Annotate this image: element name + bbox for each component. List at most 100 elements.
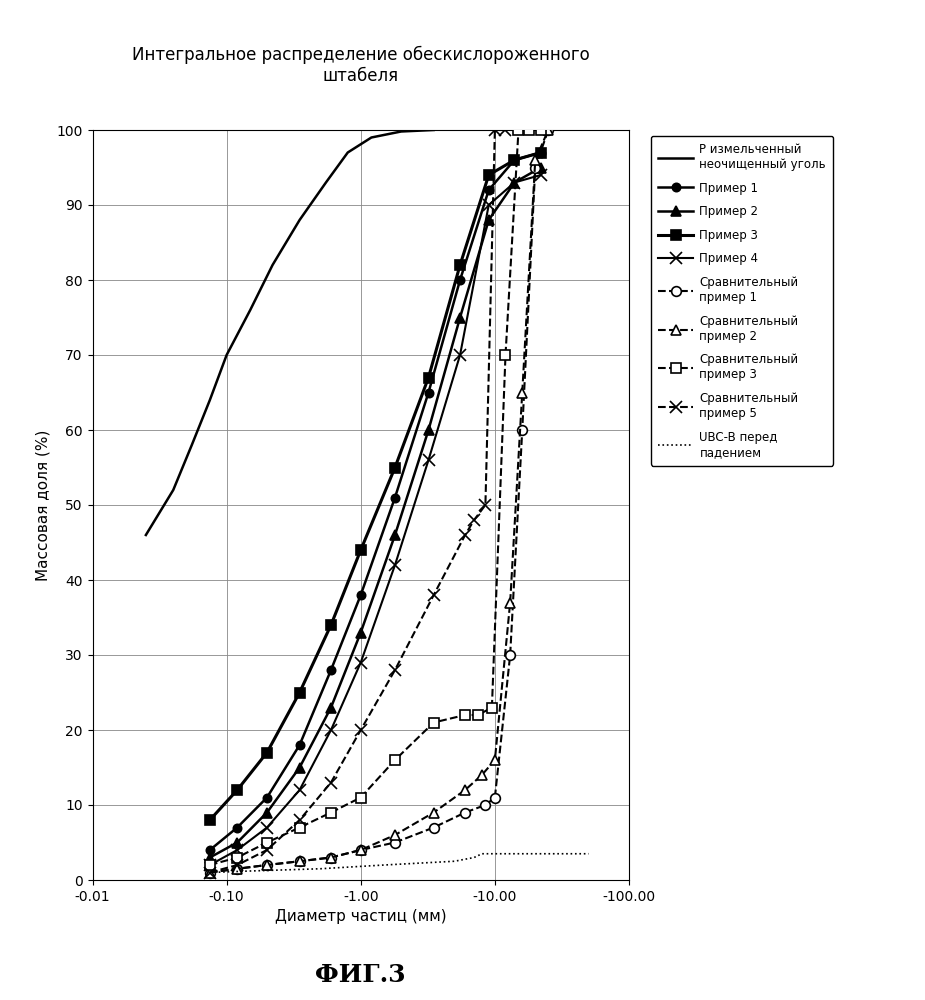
- Сравнительный
пример 3: [355, 792, 366, 804]
- Сравнительный
пример 1: [543, 124, 554, 136]
- Пример 1: [483, 184, 494, 196]
- Пример 2: [454, 312, 465, 324]
- Y-axis label: Массовая доля (%): Массовая доля (%): [36, 429, 51, 581]
- Р измельченный
неочищенный уголь: [186, 439, 197, 451]
- Сравнительный
пример 3: [262, 836, 273, 848]
- Пример 2: [262, 806, 273, 818]
- Сравнительный
пример 3: [294, 822, 305, 834]
- Сравнительный
пример 1: [355, 844, 366, 856]
- Пример 3: [355, 544, 366, 556]
- Пример 3: [204, 814, 216, 826]
- Сравнительный
пример 1: [530, 161, 541, 174]
- Р измельченный
неочищенный уголь: [320, 176, 331, 188]
- Пример 1: [326, 664, 337, 676]
- Line: UBC-B перед
падением: UBC-B перед падением: [210, 854, 588, 872]
- Сравнительный
пример 5: [460, 529, 471, 541]
- Line: Р измельченный
неочищенный уголь: Р измельченный неочищенный уголь: [146, 130, 434, 535]
- Пример 3: [231, 784, 242, 796]
- Р измельченный
неочищенный уголь: [428, 124, 439, 136]
- Сравнительный
пример 3: [500, 349, 511, 361]
- Сравнительный
пример 3: [326, 806, 337, 818]
- Пример 1: [454, 274, 465, 286]
- Пример 2: [483, 214, 494, 226]
- Пример 1: [294, 739, 305, 751]
- Р измельченный
неочищенный уголь: [365, 131, 376, 143]
- Сравнительный
пример 1: [428, 822, 439, 834]
- Сравнительный
пример 5: [294, 814, 305, 826]
- UBC-B перед
падением: [379, 859, 390, 871]
- UBC-B перед
падением: [204, 866, 216, 879]
- Сравнительный
пример 3: [513, 124, 524, 136]
- Сравнительный
пример 5: [489, 124, 500, 136]
- Line: Пример 2: Пример 2: [205, 163, 546, 862]
- Пример 3: [483, 169, 494, 181]
- Пример 4: [231, 844, 242, 856]
- Сравнительный
пример 1: [262, 859, 273, 871]
- Сравнительный
пример 1: [204, 866, 216, 879]
- Сравнительный
пример 2: [460, 784, 471, 796]
- Сравнительный
пример 2: [355, 844, 366, 856]
- Сравнительный
пример 2: [294, 855, 305, 867]
- Р измельченный
неочищенный уголь: [342, 146, 353, 158]
- Пример 3: [262, 746, 273, 758]
- Пример 2: [294, 762, 305, 774]
- Сравнительный
пример 2: [530, 154, 541, 166]
- Пример 2: [231, 836, 242, 848]
- Сравнительный
пример 2: [505, 596, 516, 608]
- Пример 1: [536, 146, 547, 158]
- Сравнительный
пример 3: [460, 709, 471, 721]
- Сравнительный
пример 3: [536, 124, 547, 136]
- Пример 4: [423, 454, 434, 466]
- Сравнительный
пример 3: [428, 716, 439, 728]
- Text: Интегральное распределение обескислороженного
штабеля: Интегральное распределение обескислороже…: [132, 46, 589, 85]
- Пример 4: [389, 559, 401, 571]
- Сравнительный
пример 1: [460, 806, 471, 818]
- Пример 4: [483, 199, 494, 211]
- Пример 1: [389, 491, 401, 503]
- Сравнительный
пример 2: [476, 769, 487, 781]
- Сравнительный
пример 2: [262, 859, 273, 871]
- Сравнительный
пример 1: [480, 799, 491, 811]
- Сравнительный
пример 2: [326, 851, 337, 863]
- Пример 4: [262, 822, 273, 834]
- Пример 4: [326, 724, 337, 736]
- Пример 4: [536, 169, 547, 181]
- Сравнительный
пример 5: [469, 514, 480, 526]
- Сравнительный
пример 1: [231, 863, 242, 875]
- Line: Пример 1: Пример 1: [205, 148, 545, 854]
- Пример 4: [454, 349, 465, 361]
- Сравнительный
пример 1: [294, 855, 305, 867]
- UBC-B перед
падением: [469, 851, 480, 863]
- Пример 2: [204, 851, 216, 863]
- Сравнительный
пример 2: [389, 829, 401, 841]
- Пример 2: [536, 161, 547, 174]
- Сравнительный
пример 2: [428, 806, 439, 818]
- Сравнительный
пример 5: [500, 124, 511, 136]
- Пример 1: [262, 792, 273, 804]
- Сравнительный
пример 1: [517, 424, 528, 436]
- Пример 1: [204, 844, 216, 856]
- Line: Сравнительный
пример 3: Сравнительный пример 3: [205, 125, 546, 870]
- X-axis label: Диаметр частиц (мм): Диаметр частиц (мм): [275, 909, 447, 924]
- Legend: Р измельченный
неочищенный уголь, Пример 1, Пример 2, Пример 3, Пример 4, Сравни: Р измельченный неочищенный уголь, Пример…: [651, 136, 833, 466]
- Сравнительный
пример 1: [389, 836, 401, 848]
- Р измельченный
неочищенный уголь: [204, 394, 216, 406]
- Сравнительный
пример 5: [231, 859, 242, 871]
- Line: Сравнительный
пример 1: Сравнительный пример 1: [205, 125, 553, 877]
- Пример 3: [294, 686, 305, 698]
- Text: ФИГ.3: ФИГ.3: [315, 963, 406, 987]
- UBC-B перед
падением: [449, 855, 460, 867]
- Сравнительный
пример 2: [517, 386, 528, 398]
- Р измельченный
неочищенный уголь: [267, 259, 278, 271]
- Пример 2: [326, 702, 337, 714]
- UBC-B перед
падением: [476, 848, 487, 860]
- Пример 1: [231, 822, 242, 834]
- Сравнительный
пример 2: [489, 754, 500, 766]
- Пример 3: [454, 259, 465, 271]
- Пример 1: [423, 386, 434, 398]
- Пример 2: [509, 176, 520, 188]
- Пример 1: [355, 589, 366, 601]
- UBC-B перед
падением: [314, 863, 326, 875]
- Р измельченный
неочищенный уголь: [141, 529, 152, 541]
- Сравнительный
пример 1: [489, 792, 500, 804]
